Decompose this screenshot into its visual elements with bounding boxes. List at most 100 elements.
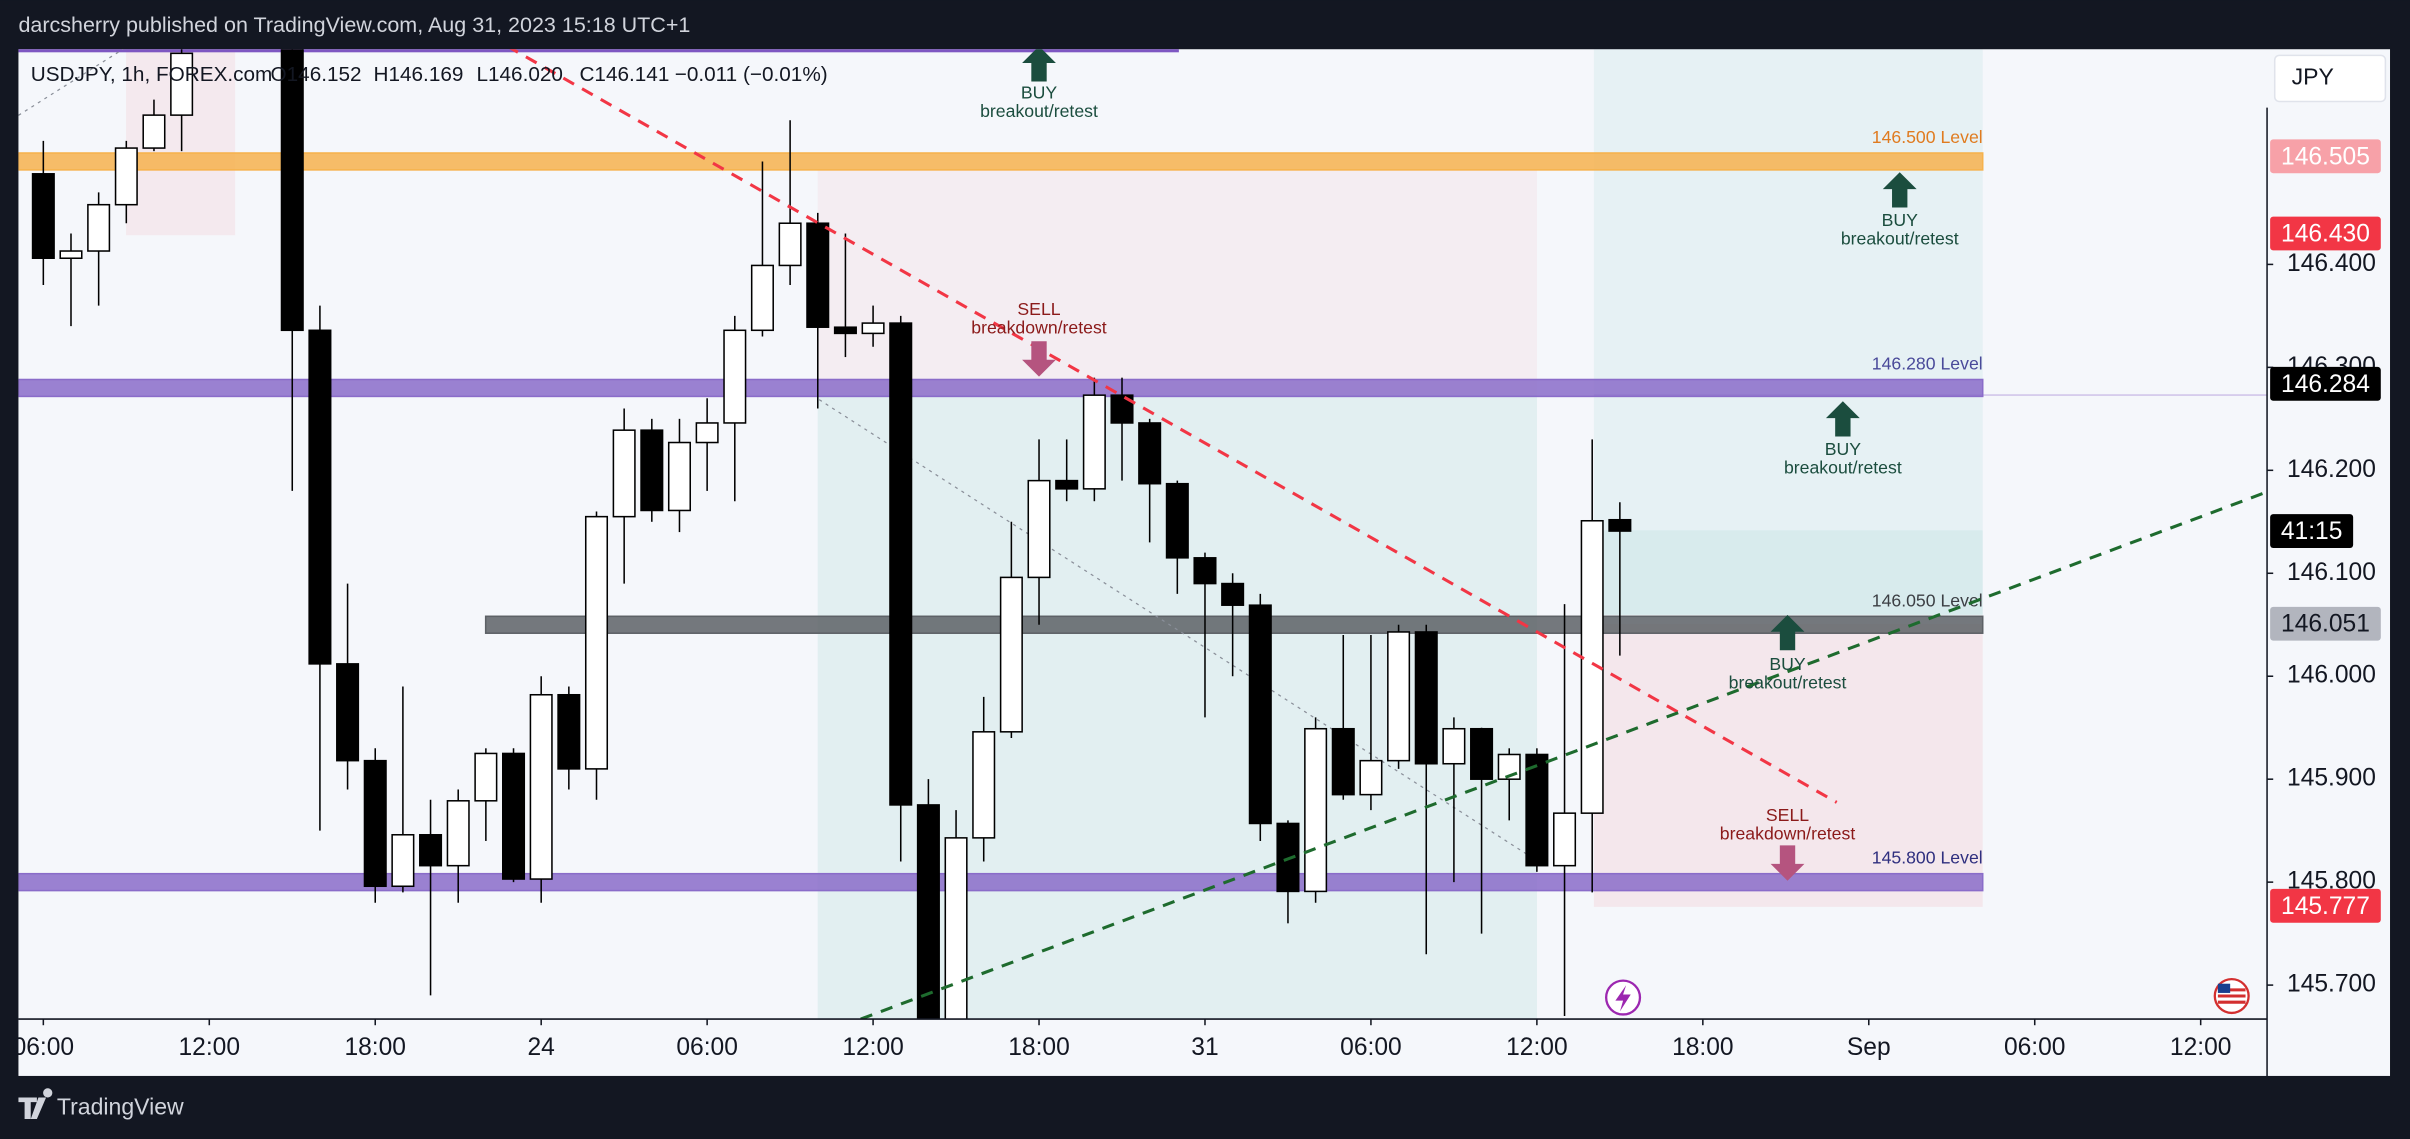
candle-body bbox=[1608, 518, 1632, 532]
signal-text: breakdown/retest bbox=[971, 318, 1107, 338]
signal-title: BUY bbox=[1021, 82, 1058, 102]
x-tick-label: 24 bbox=[528, 1034, 555, 1061]
signal-title: BUY bbox=[1882, 210, 1919, 230]
signal-arrow bbox=[1022, 49, 1056, 82]
level-label: 146.500 Level bbox=[1872, 127, 1983, 147]
ohlc-value: C146.141 bbox=[579, 63, 669, 86]
signal-text: breakout/retest bbox=[1841, 228, 1959, 248]
price-tag bbox=[2270, 366, 2381, 401]
x-tick-label: 31 bbox=[1191, 1034, 1218, 1061]
y-tick-label: 145.700 bbox=[2287, 971, 2376, 998]
candle-body bbox=[806, 222, 830, 328]
candle-body bbox=[142, 114, 166, 149]
candle-body bbox=[1470, 727, 1494, 780]
candle-body bbox=[31, 173, 55, 259]
price-tag-label: 146.284 bbox=[2281, 371, 2370, 398]
ohlc-value: H146.169 bbox=[373, 63, 463, 86]
candle-body bbox=[1138, 422, 1162, 485]
candle-body bbox=[640, 429, 664, 512]
signal-title: SELL bbox=[1017, 299, 1060, 319]
signal-text: breakout/retest bbox=[1784, 457, 1902, 477]
y-tick-label: 146.000 bbox=[2287, 662, 2376, 689]
candle-body bbox=[446, 800, 470, 867]
currency-button[interactable] bbox=[2273, 54, 2387, 103]
price-tag bbox=[2270, 216, 2381, 251]
candle-body bbox=[1442, 727, 1466, 765]
price-tag-label: 145.777 bbox=[2281, 893, 2370, 920]
x-tick-label: 12:00 bbox=[179, 1034, 241, 1061]
level-band bbox=[18, 872, 1984, 892]
candle-body bbox=[529, 693, 553, 880]
candle-body bbox=[916, 804, 940, 1020]
candle-body bbox=[1387, 631, 1411, 762]
x-tick-label: 06:00 bbox=[2004, 1034, 2066, 1061]
countdown-label: 41:15 bbox=[2281, 518, 2343, 545]
candle-body bbox=[280, 49, 304, 332]
candle-body bbox=[750, 264, 774, 332]
y-tick-label: 146.100 bbox=[2287, 559, 2376, 586]
candle-body bbox=[1580, 519, 1604, 814]
candle-body bbox=[778, 222, 802, 267]
candle-body bbox=[501, 752, 526, 880]
candle-body bbox=[114, 147, 138, 206]
candle-body bbox=[1221, 582, 1245, 606]
candle-body bbox=[59, 250, 83, 259]
candle-body bbox=[557, 693, 581, 770]
level-band bbox=[484, 615, 1984, 634]
zone bbox=[817, 169, 1537, 396]
signal-text: breakout/retest bbox=[1729, 673, 1847, 693]
trend-line bbox=[18, 49, 124, 116]
candle-body bbox=[336, 663, 360, 762]
x-tick-label: Sep bbox=[1847, 1034, 1891, 1061]
axes: 146.400146.300146.200146.100146.000145.9… bbox=[13, 139, 2381, 1061]
candles bbox=[31, 49, 1632, 1020]
signal-text: breakout/retest bbox=[980, 101, 1098, 121]
price-tag bbox=[2270, 606, 2381, 641]
x-tick-label: 18:00 bbox=[1672, 1034, 1734, 1061]
candle-body bbox=[391, 834, 415, 888]
candle-body bbox=[1525, 753, 1549, 867]
lightning-icon bbox=[1615, 985, 1631, 1012]
signal-arrow bbox=[1770, 614, 1805, 651]
y-tick-label: 146.400 bbox=[2287, 250, 2376, 277]
x-tick-label: 12:00 bbox=[842, 1034, 904, 1061]
ohlc-value: L146.020 bbox=[476, 63, 562, 86]
candle-body bbox=[833, 326, 857, 335]
candle-body bbox=[1193, 557, 1217, 585]
y-tick-label: 145.900 bbox=[2287, 765, 2376, 792]
plot-area: 146.500 Level 146.280 Level 146.050 Level 1… bbox=[18, 49, 2268, 1020]
y-tick-label: 146.200 bbox=[2287, 456, 2376, 483]
x-tick-label: 06:00 bbox=[676, 1034, 738, 1061]
ohlc-value: −0.011 (−0.01%) bbox=[675, 63, 828, 86]
candle-body bbox=[1165, 482, 1189, 559]
flag-canton bbox=[2217, 983, 2231, 993]
candle-body bbox=[861, 322, 885, 335]
level-band bbox=[18, 49, 1179, 53]
x-tick-label: 12:00 bbox=[1506, 1034, 1568, 1061]
ohlc-value: O146.152 bbox=[271, 63, 362, 86]
zone bbox=[1593, 530, 1983, 615]
candle-body bbox=[1055, 479, 1079, 490]
level-label: 145.800 Level bbox=[1872, 848, 1983, 868]
candle-body bbox=[1248, 604, 1272, 825]
level-band bbox=[18, 152, 1984, 171]
candle-body bbox=[363, 759, 387, 888]
candle-body bbox=[667, 441, 692, 512]
signal-arrow bbox=[1825, 401, 1860, 437]
signal-title: BUY bbox=[1769, 654, 1806, 674]
x-tick-label: 18:00 bbox=[1008, 1034, 1070, 1061]
candle-body bbox=[474, 752, 498, 802]
candle-body bbox=[308, 329, 332, 665]
x-tick-label: 18:00 bbox=[344, 1034, 406, 1061]
candle-body bbox=[889, 322, 913, 806]
candle-body bbox=[972, 731, 996, 839]
publish-header: darcsherry published on TradingView.com,… bbox=[18, 13, 690, 37]
brand-logo bbox=[18, 1088, 53, 1119]
zone bbox=[1593, 49, 1983, 615]
candle-body bbox=[944, 837, 968, 1020]
candle-body bbox=[87, 203, 111, 252]
candle-body bbox=[723, 329, 747, 424]
signal-arrow bbox=[1882, 172, 1917, 208]
